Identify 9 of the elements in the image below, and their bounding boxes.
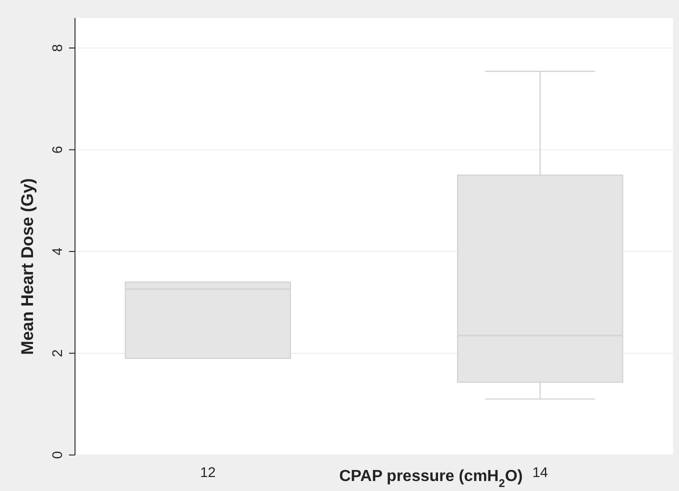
y-tick-label: 2 — [49, 349, 65, 358]
y-tick-label: 8 — [49, 44, 65, 52]
y-tick-label: 0 — [49, 450, 65, 459]
x-tick-label: 14 — [532, 464, 548, 480]
x-axis-title: CPAP pressure (cmH$_{2}$O) — [339, 468, 523, 490]
x-tick-label: 12 — [200, 464, 216, 480]
y-axis-title: Mean Heart Dose (Gy) — [18, 178, 37, 355]
y-tick-label: 6 — [49, 146, 65, 154]
y-tick-label: 4 — [49, 247, 65, 256]
